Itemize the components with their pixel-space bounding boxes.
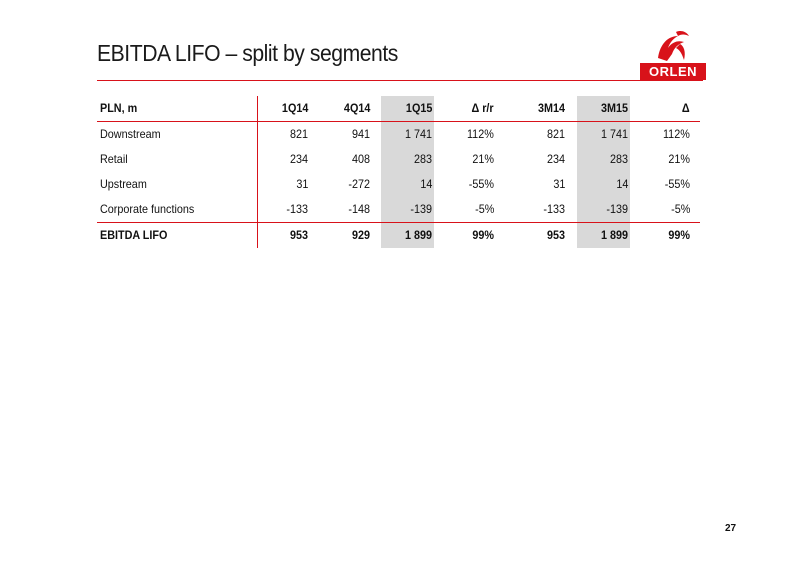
table-total-row: EBITDA LIFO 953 929 1 899 99% 953 1 899 … [97,222,700,248]
row-label: Upstream [100,177,147,191]
table-cell: 14 [419,177,432,191]
table-cell: -133 [286,202,308,216]
column-divider [257,96,258,248]
page-title: EBITDA LIFO – split by segments [97,40,398,66]
table-row: Upstream 31 -272 14 -55% 31 14 -55% [97,172,700,197]
table-cell: 408 [351,152,370,166]
table-cell: -5% [474,202,494,216]
table-cell: 941 [351,127,370,141]
segments-table: PLN, m 1Q14 4Q14 1Q15 Δ r/r 3M14 3M15 Δ … [97,96,700,248]
header-cell: 3M14 [537,101,565,115]
table-row: Corporate functions -133 -148 -139 -5% -… [97,197,700,222]
table-cell: 821 [546,127,565,141]
table-cell: -133 [543,202,565,216]
header-rule [97,80,703,81]
table-cell: -139 [410,202,432,216]
table-cell: 31 [295,177,308,191]
table-cell: 953 [289,228,308,242]
page-number: 27 [725,523,737,534]
header-cell: 3M15 [600,101,628,115]
table-cell: 234 [289,152,308,166]
table-cell: 99% [668,228,690,242]
header-cell: Δ r/r [471,101,494,115]
table-cell: 21% [472,152,494,166]
table-cell: 929 [351,228,370,242]
header-cell: 1Q14 [281,101,308,115]
table-cell: 14 [615,177,628,191]
table-cell: 21% [668,152,690,166]
logo-wordmark: ORLEN [640,63,706,80]
row-label: Downstream [100,127,161,141]
table-cell: 234 [546,152,565,166]
table-header-row: PLN, m 1Q14 4Q14 1Q15 Δ r/r 3M14 3M15 Δ [97,96,700,122]
table-cell: 112% [663,127,690,141]
table-cell: -272 [348,177,370,191]
header-cell: 4Q14 [343,101,370,115]
table-cell: 1 899 [404,228,432,242]
table-row: Retail 234 408 283 21% 234 283 21% [97,147,700,172]
table-cell: 821 [289,127,308,141]
row-label: Retail [100,152,128,166]
table-cell: 1 899 [600,228,628,242]
row-label: Corporate functions [100,202,195,216]
header-cell: 1Q15 [405,101,432,115]
table-cell: 31 [552,177,565,191]
total-label: EBITDA LIFO [100,228,168,242]
table-cell: -55% [468,177,494,191]
table-cell: 283 [609,152,628,166]
table-cell: -55% [664,177,690,191]
table-cell: -5% [670,202,690,216]
orlen-logo: ORLEN [640,28,706,80]
table-cell: -139 [606,202,628,216]
header-cell: PLN, m [100,101,138,115]
table-row: Downstream 821 941 1 741 112% 821 1 741 … [97,122,700,147]
table-cell: 1 741 [600,127,628,141]
table-cell: 953 [546,228,565,242]
eagle-icon [658,31,689,61]
table-cell: 112% [467,127,494,141]
table-cell: -148 [348,202,370,216]
header-cell: Δ [682,101,690,115]
table-cell: 99% [472,228,494,242]
table-cell: 283 [413,152,432,166]
table-cell: 1 741 [404,127,432,141]
